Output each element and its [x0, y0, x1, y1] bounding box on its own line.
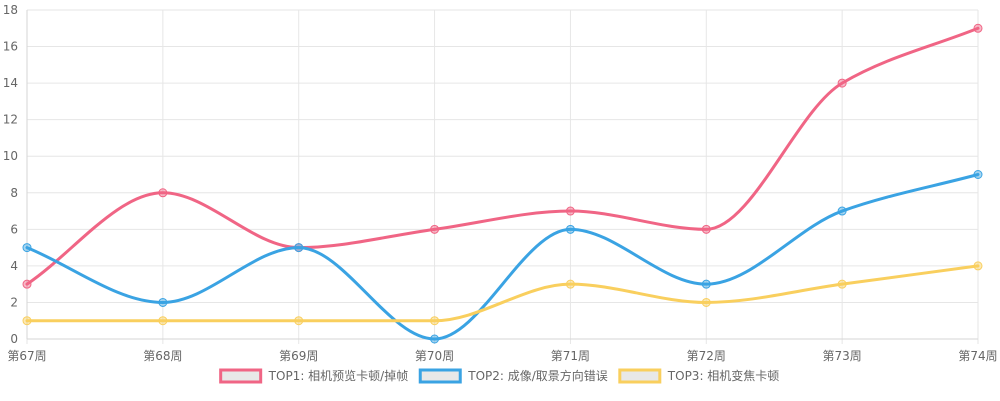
y-tick-label: 10	[3, 149, 18, 163]
x-tick-label: 第68周	[143, 349, 182, 363]
x-tick-label: 第72周	[687, 349, 726, 363]
data-point[interactable]	[158, 316, 168, 326]
data-point[interactable]	[294, 243, 304, 253]
data-point[interactable]	[22, 316, 32, 326]
data-point[interactable]	[701, 297, 711, 307]
y-tick-label: 6	[10, 222, 18, 236]
data-point[interactable]	[837, 279, 847, 289]
data-point[interactable]	[22, 243, 32, 253]
x-tick-label: 第70周	[415, 349, 454, 363]
y-tick-label: 14	[3, 76, 18, 90]
y-tick-label: 12	[3, 113, 18, 127]
data-point[interactable]	[973, 23, 983, 33]
x-axis: 第67周 第68周 第69周 第70周 第71周 第72周 第73周 第74周	[7, 338, 998, 363]
legend-swatch	[418, 368, 462, 384]
x-tick-label: 第67周	[7, 349, 46, 363]
series-2	[22, 170, 983, 344]
y-tick-label: 4	[10, 259, 18, 273]
y-tick-label: 16	[3, 40, 18, 54]
legend-label: TOP2: 成像/取景方向错误	[467, 368, 608, 383]
data-point[interactable]	[837, 206, 847, 216]
data-point[interactable]	[565, 279, 575, 289]
legend-item-3[interactable]: TOP3: 相机变焦卡顿	[618, 368, 780, 384]
data-point[interactable]	[565, 206, 575, 216]
data-point[interactable]	[973, 261, 983, 271]
x-tick-label: 第74周	[958, 349, 997, 363]
series-line	[25, 264, 980, 323]
data-point[interactable]	[565, 224, 575, 234]
legend-item-2[interactable]: TOP2: 成像/取景方向错误	[418, 368, 608, 384]
series-line	[25, 26, 980, 286]
legend-label: TOP3: 相机变焦卡顿	[667, 368, 780, 383]
legend-item-1[interactable]: TOP1: 相机预览卡顿/掉帧	[219, 368, 409, 384]
series-3	[22, 261, 983, 326]
y-tick-label: 18	[3, 3, 18, 17]
legend-label: TOP1: 相机预览卡顿/掉帧	[268, 368, 409, 383]
data-point[interactable]	[430, 334, 440, 344]
x-tick-label: 第71周	[551, 349, 590, 363]
data-point[interactable]	[837, 78, 847, 88]
grid	[26, 9, 979, 344]
data-point[interactable]	[430, 224, 440, 234]
data-point[interactable]	[430, 316, 440, 326]
data-point[interactable]	[294, 316, 304, 326]
series-layer	[22, 23, 983, 344]
series-line	[25, 173, 980, 341]
y-tick-label: 0	[10, 332, 18, 346]
data-point[interactable]	[701, 224, 711, 234]
y-axis: 0 2 4 6 8 10 12 14 16 18	[3, 3, 28, 346]
data-point[interactable]	[973, 170, 983, 179]
x-tick-label: 第69周	[279, 349, 318, 363]
data-point[interactable]	[701, 279, 711, 289]
data-point[interactable]	[158, 297, 168, 307]
legend-swatch	[618, 368, 662, 384]
y-tick-label: 8	[10, 186, 18, 200]
y-tick-label: 2	[10, 295, 18, 309]
legend: TOP1: 相机预览卡顿/掉帧 TOP2: 成像/取景方向错误 TOP3: 相机变焦…	[219, 368, 780, 384]
legend-swatch	[219, 368, 263, 384]
data-point[interactable]	[22, 279, 32, 289]
series-1	[22, 23, 983, 289]
data-point[interactable]	[158, 188, 168, 198]
x-tick-label: 第73周	[823, 349, 862, 363]
